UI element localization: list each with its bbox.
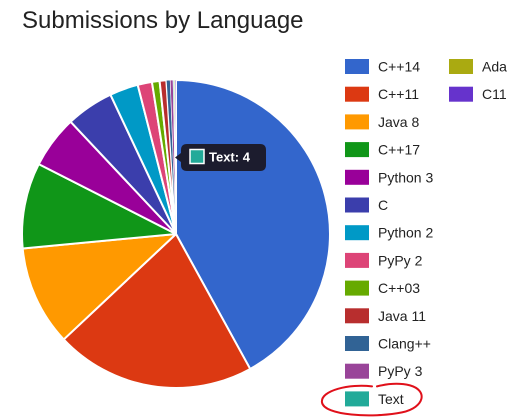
- pie-slice-c11[interactable]: [174, 79, 177, 235]
- legend-label-cpp17: C++17: [378, 142, 420, 158]
- legend-swatch-cpp17: [345, 142, 369, 158]
- tooltip: Text: 4: [175, 144, 266, 171]
- legend-swatch-c11: [449, 86, 473, 102]
- legend-swatch-java-11: [345, 308, 369, 324]
- legend-item-cpp17[interactable]: C++17: [345, 142, 420, 158]
- legend-label-clangpp: Clang++: [378, 336, 431, 352]
- legend-swatch-pypy-3: [345, 363, 369, 379]
- legend-label-java-8: Java 8: [378, 114, 419, 130]
- legend-label-python-3: Python 3: [378, 169, 433, 185]
- legend-label-pypy-3: PyPy 3: [378, 363, 423, 379]
- highlight-circle: [321, 382, 423, 417]
- legend-label-pypy-2: PyPy 2: [378, 252, 423, 268]
- legend-label-cpp11: C++11: [378, 86, 419, 102]
- tooltip-text: Text: 4: [209, 150, 251, 165]
- legend-swatch-cpp03: [345, 280, 369, 296]
- legend-swatch-cpp11: [345, 86, 369, 102]
- legend-label-java-11: Java 11: [378, 308, 426, 324]
- legend-item-text[interactable]: Text: [345, 391, 404, 407]
- pie-slice-java-8[interactable]: [21, 233, 177, 341]
- legend-label-cpp14: C++14: [378, 59, 420, 75]
- legend-item-pypy-2[interactable]: PyPy 2: [345, 252, 423, 268]
- legend-item-java-11[interactable]: Java 11: [345, 308, 426, 324]
- legend-item-clangpp[interactable]: Clang++: [345, 336, 431, 352]
- legend-item-ada[interactable]: Ada: [449, 59, 507, 75]
- legend-label-c11: C11: [482, 86, 507, 102]
- legend-label-text: Text: [378, 391, 404, 407]
- pie-slice-cpp11[interactable]: [62, 233, 252, 389]
- legend-swatch-java-8: [345, 114, 369, 130]
- tooltip-swatch: [189, 148, 205, 165]
- legend-swatch-python-2: [345, 225, 369, 241]
- legend-item-cpp14[interactable]: C++14: [345, 59, 420, 75]
- legend-swatch-python-3: [345, 169, 369, 185]
- legend-item-pypy-3[interactable]: PyPy 3: [345, 363, 423, 379]
- legend-swatch-clangpp: [345, 336, 369, 351]
- legend-swatch-pypy-2: [345, 252, 369, 268]
- legend-label-python-2: Python 2: [378, 225, 433, 241]
- legend-label-cpp03: C++03: [378, 280, 420, 296]
- legend-label-c: C: [378, 197, 388, 213]
- legend-item-c11[interactable]: C11: [449, 86, 507, 102]
- pie-slice-cpp17[interactable]: [21, 163, 177, 250]
- legend-swatch-text: [345, 391, 369, 407]
- legend-swatch-ada: [449, 59, 473, 74]
- chart-title: Submissions by Language: [22, 7, 304, 34]
- legend-item-python-3[interactable]: Python 3: [345, 169, 433, 185]
- legend-highlight: [321, 382, 423, 417]
- legend-item-java-8[interactable]: Java 8: [345, 114, 419, 130]
- legend-label-ada: Ada: [482, 59, 507, 75]
- legend: C++14 C++11 Java 8 C++17 Python 3 C Python 2 Py…: [345, 59, 507, 407]
- legend-item-python-2[interactable]: Python 2: [345, 225, 433, 241]
- legend-item-c[interactable]: C: [345, 197, 388, 213]
- legend-item-cpp03[interactable]: C++03: [345, 280, 420, 296]
- legend-swatch-cpp14: [345, 59, 369, 74]
- legend-swatch-c: [345, 197, 369, 213]
- legend-item-cpp11[interactable]: C++11: [345, 86, 419, 102]
- pie-slices: [21, 79, 331, 389]
